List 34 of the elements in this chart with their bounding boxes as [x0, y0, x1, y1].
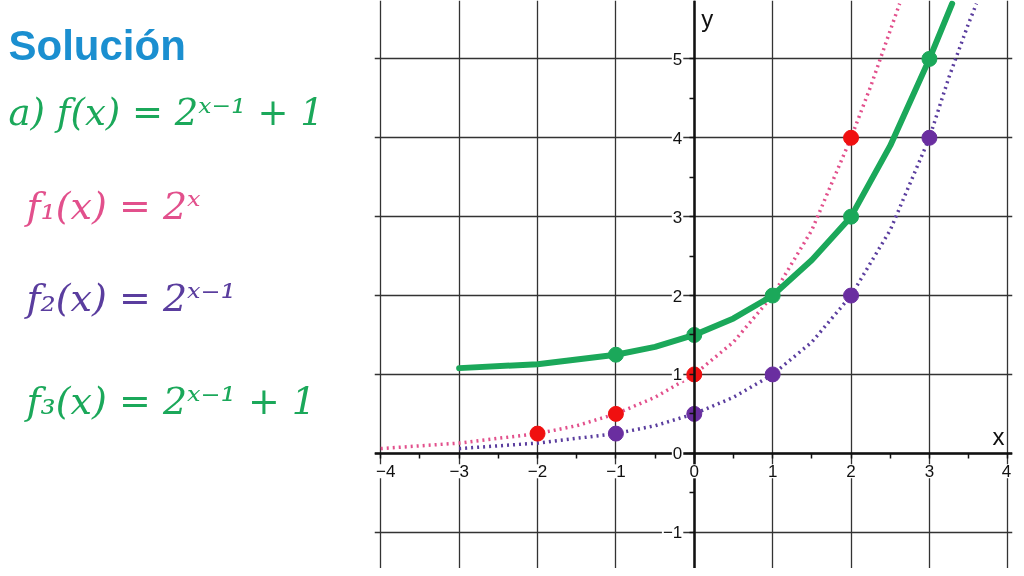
point: [764, 366, 781, 383]
text: f₁(x) = 2ˣ: [23, 183, 202, 228]
text: a) f(x) = 2ˣ⁻¹ + 1: [8, 91, 324, 134]
point: [607, 346, 624, 363]
y-tick-label: 0: [672, 444, 683, 464]
x-tick-label: −2: [527, 462, 548, 482]
x-tick-label: −3: [449, 462, 469, 482]
y-tick-label: 5: [672, 49, 683, 69]
x-tick-label: 2: [846, 462, 856, 482]
point: [921, 129, 938, 146]
point: [843, 287, 860, 304]
y-tick-label: 3: [672, 207, 683, 227]
x-tick-label: 3: [924, 462, 935, 482]
point: [843, 129, 860, 146]
text: f₃(x) = 2ˣ⁻¹ + 1: [23, 378, 317, 423]
y-tick-label: −1: [662, 523, 683, 543]
y-axis-title: y: [701, 4, 714, 32]
point: [921, 50, 938, 67]
y-tick-label: 1: [672, 365, 683, 385]
point: [607, 425, 624, 442]
point: [764, 287, 781, 304]
x-tick-label: 4: [1001, 462, 1012, 482]
point: [529, 425, 546, 442]
y-tick-label: 4: [672, 128, 683, 148]
text: Solución: [8, 22, 186, 69]
x-tick-label: 1: [767, 462, 778, 482]
x-tick-label: −1: [606, 462, 626, 482]
point: [843, 208, 860, 225]
y-tick-label: 2: [672, 286, 683, 306]
text: f₂(x) = 2ˣ⁻¹: [23, 275, 236, 320]
point: [607, 405, 624, 422]
x-tick-label: 0: [689, 462, 700, 482]
x-tick-label: −4: [376, 462, 396, 482]
x-axis-title: x: [992, 423, 1005, 451]
